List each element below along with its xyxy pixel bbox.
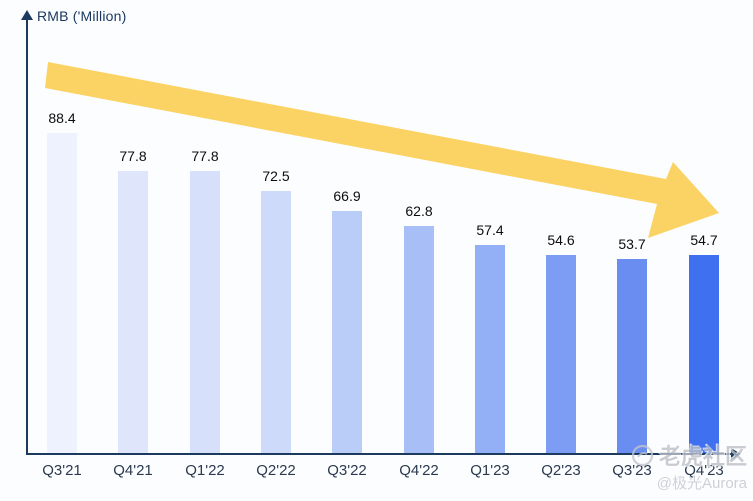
x-axis	[26, 453, 732, 455]
bar	[261, 191, 291, 453]
watermark-community-name: 老虎社区	[658, 444, 747, 469]
x-axis-label: Q2'23	[541, 462, 581, 479]
x-axis-label: Q4'23	[684, 462, 724, 479]
x-axis-arrowhead-icon	[731, 448, 741, 460]
bar	[546, 255, 576, 453]
bar	[47, 133, 77, 453]
bar-value-label: 77.8	[119, 148, 147, 164]
bar	[404, 226, 434, 453]
bar	[190, 171, 220, 453]
x-axis-label: Q1'22	[185, 462, 225, 479]
x-axis-label: Q3'21	[42, 462, 82, 479]
x-axis-label: Q3'22	[327, 462, 367, 479]
bar-value-label: 53.7	[618, 236, 646, 252]
bar	[475, 245, 505, 453]
bar-value-label: 57.4	[476, 222, 504, 238]
watermark-row: 老虎社区	[631, 439, 747, 471]
y-axis	[26, 18, 28, 454]
bar-value-label: 54.6	[547, 232, 575, 248]
bar-value-label: 54.7	[690, 232, 718, 248]
bar-value-label: 66.9	[333, 188, 361, 204]
x-axis-label: Q1'23	[470, 462, 510, 479]
bar-value-label: 88.4	[48, 110, 76, 126]
bar	[617, 259, 647, 453]
tiger-community-logo-icon	[631, 444, 654, 466]
x-axis-label: Q4'22	[399, 462, 439, 479]
bar	[332, 211, 362, 453]
bar-value-label: 77.8	[191, 148, 219, 164]
bar-value-label: 62.8	[405, 203, 433, 219]
x-axis-label: Q2'22	[256, 462, 296, 479]
bar-value-label: 72.5	[262, 168, 290, 184]
y-axis-title: RMB ('Million)	[37, 8, 127, 24]
bar	[118, 171, 148, 453]
x-axis-label: Q4'21	[113, 462, 153, 479]
bar	[689, 255, 719, 453]
watermark: 老虎社区 @极光Aurora	[631, 439, 747, 493]
y-axis-arrowhead-icon	[21, 10, 33, 20]
x-axis-label: Q3'23	[612, 462, 652, 479]
watermark-author: @极光Aurora	[656, 475, 747, 492]
